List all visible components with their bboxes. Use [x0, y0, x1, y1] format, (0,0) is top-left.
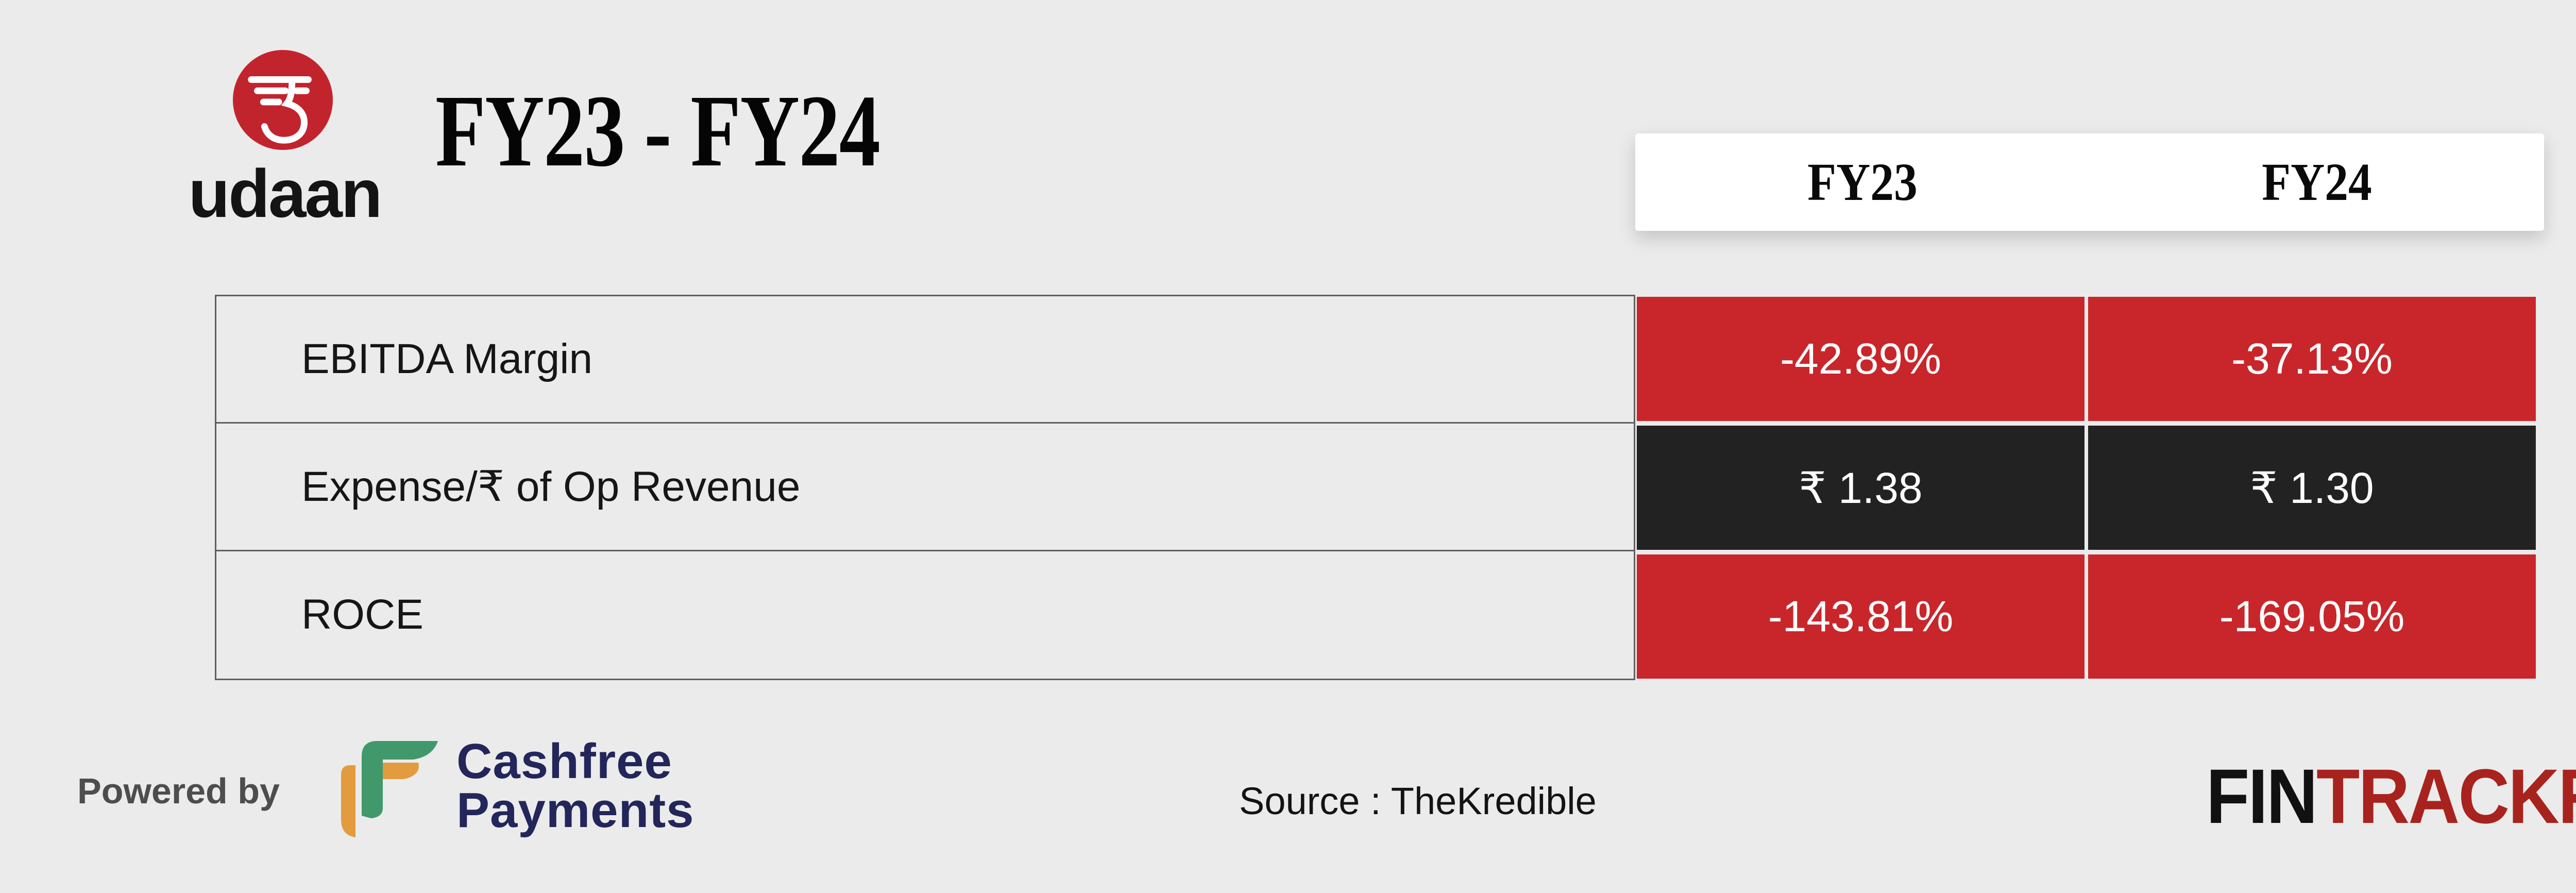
value-roce-fy24: -169.05%: [2088, 554, 2536, 679]
cashfree-line2: Payments: [456, 783, 694, 838]
udaan-wordmark: udaan: [188, 156, 383, 231]
column-header-fy23: FY23: [1807, 153, 1918, 212]
column-header-fy24: FY24: [2262, 153, 2372, 212]
fintrackr-wordmark: FINTRACKR: [2206, 757, 2576, 835]
value-expense-fy24: ₹ 1.30: [2088, 426, 2536, 550]
cashfree-payments-wordmark: Cashfree Payments: [456, 737, 694, 835]
fiscal-year-header-card: FY23 FY24: [1635, 133, 2544, 231]
cashfree-line1: Cashfree: [456, 734, 672, 789]
page-title: FY23 - FY24: [435, 74, 880, 188]
cashfree-logo-icon: [341, 741, 438, 837]
value-ebitda-fy23: -42.89%: [1637, 297, 2084, 421]
source-attribution: Source : TheKredible: [1239, 780, 1597, 822]
metric-label-roce: ROCE: [301, 591, 423, 638]
value-ebitda-fy24: -37.13%: [2088, 297, 2536, 421]
value-roce-fy23: -143.81%: [1637, 554, 2084, 679]
metric-label-expense-per-rupee: Expense/₹ of Op Revenue: [216, 424, 1634, 551]
udaan-logo-icon: [232, 49, 333, 150]
metric-value-grid: -42.89% -37.13% ₹ 1.38 ₹ 1.30 -143.81% -…: [1637, 297, 2536, 679]
metric-label-table: EBITDA Margin Expense/₹ of Op Revenue RO…: [215, 295, 1635, 680]
powered-by-label: Powered by: [77, 771, 280, 811]
fintrackr-suffix: TRACKR: [2316, 753, 2576, 839]
fintrackr-prefix: FIN: [2206, 753, 2318, 839]
value-expense-fy23: ₹ 1.38: [1637, 426, 2084, 550]
metric-label-ebitda-margin: EBITDA Margin: [216, 296, 1634, 424]
